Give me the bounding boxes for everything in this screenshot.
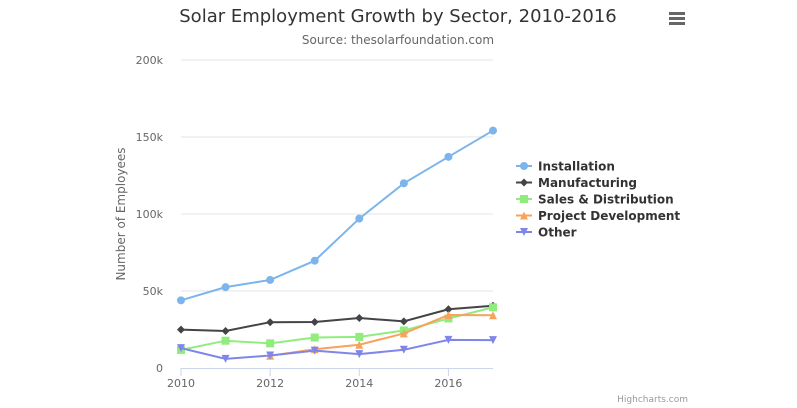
data-point — [489, 126, 497, 135]
data-point — [221, 354, 230, 363]
legend-symbol — [520, 195, 528, 203]
data-point — [489, 336, 497, 345]
data-point — [310, 318, 319, 327]
data-point — [489, 303, 497, 312]
series-line-sales-distribution — [180, 306, 494, 351]
chart-subtitle: Source: thesolarfoundation.com — [302, 33, 494, 47]
y-tick-label: 50k — [143, 285, 164, 298]
series-line-project-development — [270, 314, 494, 357]
data-point — [399, 317, 408, 326]
legend-item[interactable]: Sales & Distribution — [538, 193, 674, 207]
data-point — [444, 152, 453, 161]
data-point — [489, 311, 497, 320]
x-tick-label: 2016 — [434, 377, 462, 390]
legend-item[interactable]: Manufacturing — [538, 176, 637, 190]
data-point — [444, 335, 453, 344]
data-point — [266, 351, 275, 360]
credits-link[interactable]: Highcharts.com — [617, 395, 688, 405]
data-point — [266, 275, 275, 284]
y-tick-label: 150k — [136, 131, 164, 144]
data-point — [355, 350, 364, 359]
legend-item[interactable]: Project Development — [538, 209, 680, 223]
data-point — [221, 336, 230, 345]
data-point — [444, 311, 453, 320]
y-tick-label: 0 — [156, 362, 163, 375]
legend-symbol — [520, 228, 528, 236]
y-tick-label: 100k — [136, 208, 164, 221]
data-point — [177, 344, 185, 353]
data-point — [310, 346, 319, 355]
data-point — [355, 340, 364, 349]
x-tick-label: 2014 — [345, 377, 373, 390]
legend-item[interactable]: Other — [538, 226, 577, 240]
series-line-other — [180, 338, 494, 360]
series-line-installation — [180, 129, 494, 302]
data-point — [355, 313, 364, 322]
hamburger-menu-icon[interactable] — [669, 12, 685, 25]
data-point — [310, 333, 319, 342]
chart-title: Solar Employment Growth by Sector, 2010-… — [179, 6, 616, 27]
data-point — [399, 179, 408, 188]
data-point — [399, 345, 408, 354]
data-point — [355, 332, 364, 341]
data-point — [444, 305, 453, 314]
data-point — [399, 329, 408, 338]
data-point — [177, 325, 185, 334]
y-axis-title: Number of Employees — [114, 147, 128, 280]
legend-symbol — [520, 178, 528, 187]
data-point — [266, 339, 275, 348]
series-line-manufacturing — [180, 304, 494, 332]
x-tick-label: 2010 — [167, 377, 195, 390]
legend-item[interactable]: Installation — [538, 160, 615, 174]
data-point — [310, 256, 319, 265]
legend-symbol — [520, 162, 528, 170]
data-point — [221, 326, 230, 335]
legend-symbol — [520, 211, 528, 220]
data-point — [177, 296, 185, 305]
data-point — [266, 318, 275, 327]
data-point — [355, 214, 364, 223]
x-tick-label: 2012 — [256, 377, 284, 390]
y-tick-label: 200k — [136, 54, 164, 67]
data-point — [221, 283, 230, 292]
